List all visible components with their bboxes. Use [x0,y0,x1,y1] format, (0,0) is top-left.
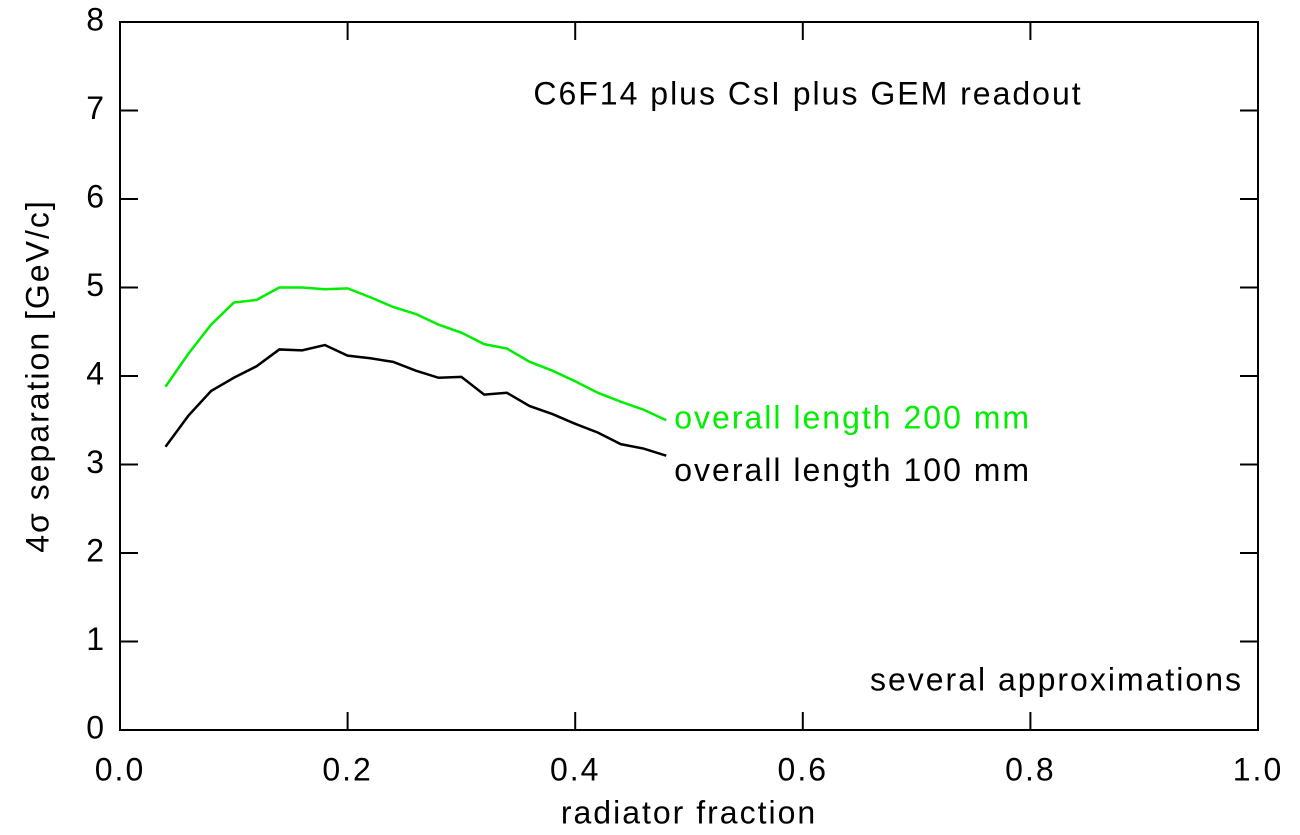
line-series [164,286,667,422]
plot-frame [119,21,1259,731]
y-tick-label: 5 [86,267,106,303]
y-tick-label: 4 [86,355,106,391]
y-tick-label: 1 [86,621,106,657]
x-tick-label: 0.6 [778,751,828,787]
y-tick-label: 7 [86,90,106,126]
y-tick-label: 2 [86,532,106,568]
y-tick-label: 3 [86,444,106,480]
y-tick-label: 8 [86,1,106,37]
x-tick-label: 1.0 [1233,751,1283,787]
line-series [164,343,667,457]
x-tick-label: 0.2 [322,751,372,787]
y-tick-label: 0 [86,709,106,745]
y-tick-label: 6 [86,178,106,214]
series-label: overall length 200 mm [674,400,1031,436]
y-axis-label: 4σ separation [GeV/c] [19,199,55,552]
annotation: several approximations [870,661,1243,697]
x-tick-label: 0.8 [1005,751,1055,787]
x-tick-label: 0.4 [550,751,600,787]
x-axis-label: radiator fraction [561,794,817,830]
x-tick-label: 0.0 [95,751,145,787]
annotation: C6F14 plus CsI plus GEM readout [533,75,1082,111]
series-label: overall length 100 mm [674,452,1031,488]
